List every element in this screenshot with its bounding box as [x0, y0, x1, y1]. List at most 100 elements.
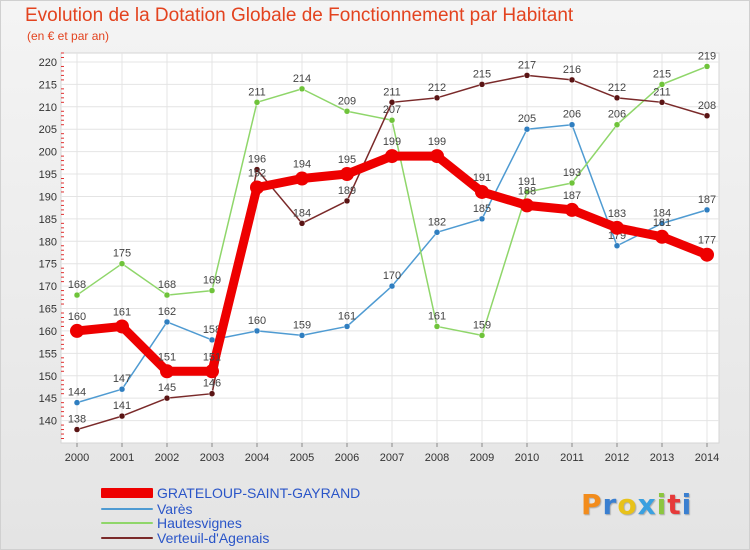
- y-tick-label: 210: [39, 102, 57, 114]
- legend-item-hautesvignes: Hautesvignes: [101, 515, 242, 531]
- data-point: [433, 323, 441, 330]
- y-tick-label: 220: [39, 57, 57, 69]
- logo-letter: r: [602, 488, 618, 521]
- data-label: 145: [158, 382, 176, 394]
- legend-swatch-grateloup: [101, 488, 153, 498]
- data-label: 182: [428, 216, 446, 228]
- data-point: [568, 76, 576, 84]
- data-point: [118, 385, 126, 393]
- data-label: 189: [338, 185, 356, 197]
- data-label: 212: [428, 82, 446, 94]
- data-point: [295, 171, 309, 186]
- y-tick-label: 205: [39, 124, 57, 136]
- data-label: 216: [563, 64, 581, 76]
- data-label: 147: [113, 373, 131, 385]
- data-point: [523, 125, 531, 133]
- data-point: [613, 94, 621, 102]
- data-label: 175: [113, 248, 131, 260]
- data-label: 168: [68, 279, 86, 291]
- data-label: 187: [698, 194, 716, 206]
- data-point: [523, 188, 531, 196]
- data-label: 161: [428, 310, 446, 322]
- data-label: 215: [473, 68, 491, 80]
- data-label: 211: [653, 86, 671, 98]
- legend-item-grateloup: GRATELOUP-SAINT-GAYRAND: [101, 485, 360, 501]
- data-label: 151: [158, 351, 176, 363]
- data-point: [703, 63, 711, 70]
- y-tick-label: 185: [39, 214, 57, 226]
- data-point: [475, 184, 489, 199]
- data-point: [385, 149, 399, 164]
- data-point: [253, 99, 261, 106]
- logo-letter: t: [667, 488, 682, 521]
- data-label: 193: [563, 167, 581, 179]
- legend-label-hautesvignes: Hautesvignes: [157, 515, 242, 531]
- data-point: [433, 94, 441, 102]
- data-point: [343, 108, 351, 115]
- x-tick-label: 2001: [110, 452, 134, 464]
- data-label: 187: [563, 190, 581, 202]
- chart-title: Evolution de la Dotation Globale de Fonc…: [25, 5, 574, 26]
- data-point: [253, 327, 261, 335]
- data-point: [478, 215, 486, 223]
- data-label: 195: [338, 154, 356, 166]
- data-label: 160: [248, 315, 266, 327]
- x-tick-label: 2012: [605, 452, 629, 464]
- data-label: 158: [203, 324, 221, 336]
- x-tick-label: 2003: [200, 452, 224, 464]
- data-point: [610, 220, 624, 235]
- data-point: [208, 287, 216, 294]
- data-point: [520, 198, 534, 213]
- x-tick-label: 2002: [155, 452, 179, 464]
- data-label: 199: [428, 136, 446, 148]
- data-label: 161: [113, 306, 131, 318]
- data-point: [298, 220, 306, 227]
- data-label: 205: [518, 113, 536, 125]
- data-point: [253, 166, 261, 173]
- x-tick-label: 2014: [695, 452, 719, 464]
- logo-letter: x: [637, 488, 657, 521]
- y-tick-label: 200: [39, 147, 57, 159]
- y-tick-label: 170: [39, 281, 57, 293]
- x-tick-label: 2010: [515, 452, 539, 464]
- data-label: 212: [608, 82, 626, 94]
- y-tick-label: 150: [39, 371, 57, 383]
- data-label: 159: [293, 319, 311, 331]
- data-point: [343, 323, 351, 330]
- data-label: 184: [653, 207, 671, 219]
- data-point: [388, 116, 396, 124]
- data-point: [433, 229, 441, 236]
- data-label: 206: [563, 109, 581, 121]
- data-point: [658, 81, 666, 88]
- data-label: 196: [248, 154, 266, 166]
- data-point: [568, 179, 576, 187]
- legend-item-vares: Varès: [101, 501, 193, 517]
- logo-letter: i: [681, 488, 693, 521]
- y-tick-label: 145: [39, 393, 57, 405]
- data-point: [658, 99, 666, 106]
- x-tick-label: 2011: [560, 452, 584, 464]
- data-label: 185: [473, 203, 491, 215]
- data-point: [613, 121, 621, 128]
- proxiti-logo: Proxiti: [581, 488, 692, 521]
- logo-letter: i: [656, 488, 668, 521]
- data-label: 188: [518, 185, 536, 197]
- data-label: 161: [338, 310, 356, 322]
- data-point: [703, 112, 711, 120]
- data-point: [115, 319, 129, 334]
- data-point: [118, 412, 126, 420]
- logo-letter: o: [617, 488, 638, 521]
- y-tick-label: 160: [39, 326, 57, 338]
- data-label: 151: [203, 351, 221, 363]
- data-label: 144: [68, 387, 86, 399]
- data-label: 177: [698, 235, 716, 247]
- data-point: [343, 197, 351, 205]
- data-point: [523, 72, 531, 79]
- data-point: [163, 318, 171, 326]
- y-tick-label: 155: [39, 348, 57, 360]
- legend-item-verteuil: Verteuil-d'Agenais: [101, 530, 269, 546]
- data-label: 194: [293, 159, 311, 171]
- data-label: 219: [698, 50, 716, 62]
- y-tick-label: 140: [39, 416, 57, 428]
